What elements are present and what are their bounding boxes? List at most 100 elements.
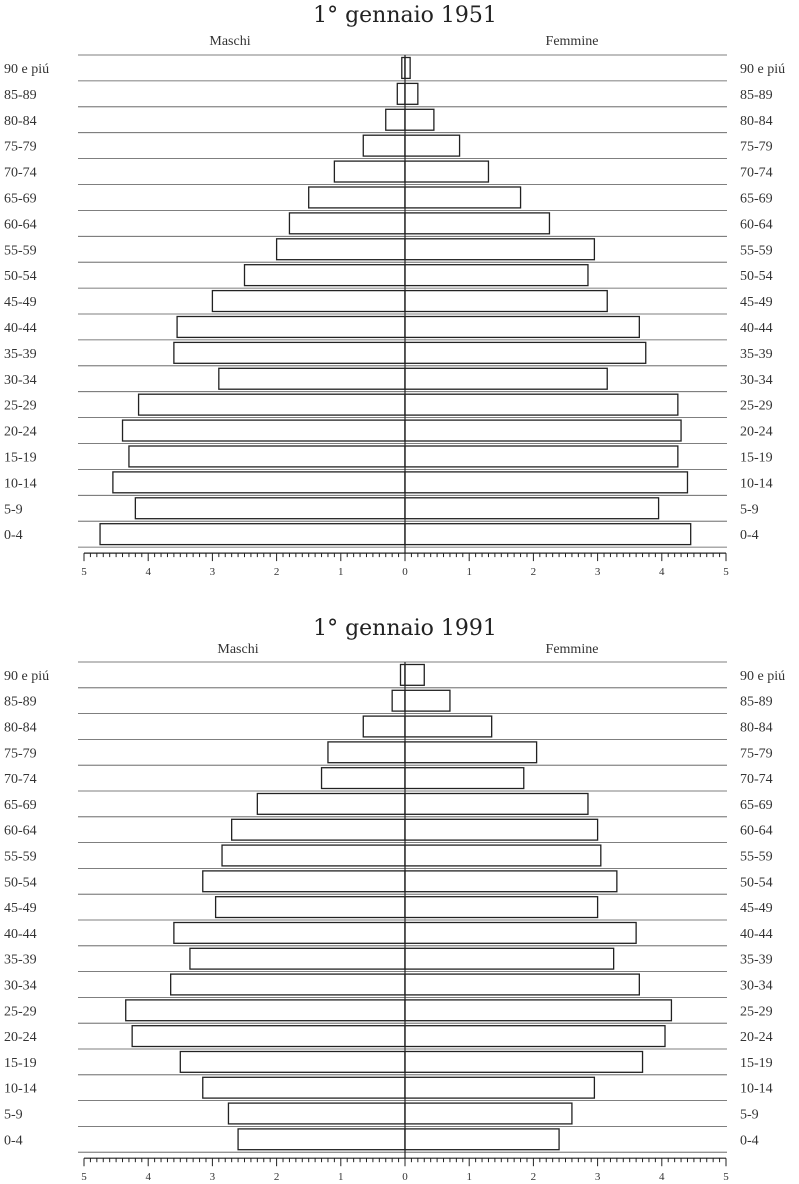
age-label-right: 85-89 [740, 695, 773, 710]
age-label-right: 0-4 [740, 528, 759, 543]
age-label-right: 60-64 [740, 824, 773, 839]
age-label-left: 50-54 [4, 875, 37, 890]
x-tick-label: 2 [274, 566, 280, 578]
bar-maschi-65-69 [308, 186, 406, 209]
bar-femmine-70-74 [404, 160, 490, 183]
x-tick-label: 4 [145, 1171, 151, 1183]
age-label-left: 45-49 [4, 901, 37, 916]
age-label-left: 80-84 [4, 114, 37, 129]
bar-maschi-75-79 [362, 134, 406, 157]
femmine-label: Femmine [546, 34, 599, 49]
age-label-right: 10-14 [740, 1082, 773, 1097]
pyramid-1951: 1° gennaio 1951 Maschi Femmine 90 e piú 9… [0, 0, 799, 590]
femmine-label: Femmine [546, 642, 599, 657]
bar-femmine-90 e piú [404, 56, 411, 80]
bar-maschi-5-9 [134, 497, 406, 520]
pyramid-1991-svg: 1° gennaio 1991 Maschi Femmine 90 e piú 9… [4, 616, 785, 1183]
age-label-left: 85-89 [4, 88, 37, 103]
age-label-left: 65-69 [4, 798, 37, 813]
age-label-right: 5-9 [740, 502, 759, 517]
bar-femmine-80-84 [404, 108, 435, 131]
maschi-label: Maschi [217, 642, 258, 657]
age-label-right: 50-54 [740, 269, 773, 284]
bar-femmine-50-54 [404, 870, 618, 893]
bar-maschi-90 e piú [399, 663, 406, 686]
age-label-right: 60-64 [740, 217, 773, 232]
bar-maschi-5-9 [227, 1102, 406, 1125]
bar-femmine-75-79 [404, 741, 538, 764]
bar-maschi-20-24 [131, 1025, 406, 1048]
bar-femmine-55-59 [404, 238, 596, 261]
age-label-right: 65-69 [740, 191, 773, 206]
bar-maschi-10-14 [112, 471, 406, 494]
bar-maschi-40-44 [176, 315, 406, 339]
age-label-left: 40-44 [4, 321, 37, 336]
x-tick-label: 1 [338, 566, 344, 578]
bar-femmine-85-89 [404, 82, 419, 105]
bar-maschi-45-49 [211, 289, 406, 313]
x-tick-label: 5 [723, 1171, 729, 1183]
bar-maschi-35-39 [173, 341, 406, 364]
x-tick-label: 5 [723, 566, 729, 578]
age-label-right: 55-59 [740, 850, 773, 865]
x-tick-label: 4 [659, 1171, 665, 1183]
age-label-right: 70-74 [740, 166, 773, 181]
bar-femmine-90 e piú [404, 663, 425, 686]
age-label-left: 80-84 [4, 721, 37, 736]
pyramid-1951-svg: 1° gennaio 1951 Maschi Femmine 90 e piú 9… [4, 3, 785, 578]
age-label-right: 10-14 [740, 476, 773, 491]
age-label-left: 15-19 [4, 1056, 37, 1071]
bar-femmine-15-19 [404, 1050, 644, 1073]
age-label-right: 85-89 [740, 88, 773, 103]
bar-femmine-35-39 [404, 341, 647, 364]
x-tick-label: 1 [338, 1171, 344, 1183]
bar-femmine-25-29 [404, 393, 679, 416]
age-label-right: 25-29 [740, 1004, 773, 1019]
age-label-right: 20-24 [740, 1030, 773, 1045]
age-label-left: 75-79 [4, 140, 37, 155]
bar-maschi-50-54 [243, 264, 406, 287]
chart-title: 1° gennaio 1991 [313, 616, 497, 641]
bar-maschi-0-4 [99, 523, 406, 546]
age-label-left: 90 e piú [4, 62, 49, 77]
bar-maschi-30-34 [170, 973, 406, 996]
age-label-left: 25-29 [4, 399, 37, 414]
age-label-left: 5-9 [4, 502, 23, 517]
bar-femmine-0-4 [404, 1128, 560, 1151]
age-label-right: 15-19 [740, 1056, 773, 1071]
age-label-left: 40-44 [4, 927, 37, 942]
bar-femmine-5-9 [404, 1102, 573, 1125]
bar-maschi-55-59 [221, 844, 406, 867]
age-label-left: 75-79 [4, 746, 37, 761]
bar-femmine-70-74 [404, 767, 525, 790]
age-label-left: 90 e piú [4, 669, 49, 684]
bar-maschi-40-44 [173, 921, 406, 944]
maschi-label: Maschi [209, 34, 250, 49]
bar-femmine-60-64 [404, 212, 551, 235]
x-tick-label: 3 [595, 566, 601, 578]
x-tick-label: 3 [210, 1171, 216, 1183]
age-label-left: 0-4 [4, 528, 23, 543]
age-label-right: 45-49 [740, 901, 773, 916]
bar-maschi-0-4 [237, 1128, 406, 1151]
bar-femmine-25-29 [404, 999, 673, 1022]
age-label-right: 30-34 [740, 979, 773, 994]
bar-femmine-30-34 [404, 973, 640, 996]
x-tick-label: 4 [145, 566, 151, 578]
bar-femmine-35-39 [404, 947, 615, 970]
age-label-right: 40-44 [740, 927, 773, 942]
age-label-right: 90 e piú [740, 669, 785, 684]
x-tick-label: 1 [466, 566, 472, 578]
age-label-right: 25-29 [740, 399, 773, 414]
age-label-left: 70-74 [4, 772, 37, 787]
bar-maschi-75-79 [327, 741, 406, 764]
age-label-right: 35-39 [740, 347, 773, 362]
age-label-right: 65-69 [740, 798, 773, 813]
age-label-left: 10-14 [4, 476, 37, 491]
age-label-left: 5-9 [4, 1108, 23, 1123]
age-label-right: 75-79 [740, 140, 773, 155]
chart-title: 1° gennaio 1951 [313, 3, 497, 28]
x-tick-label: 5 [81, 1171, 87, 1183]
age-label-left: 20-24 [4, 425, 37, 440]
age-label-right: 35-39 [740, 953, 773, 968]
